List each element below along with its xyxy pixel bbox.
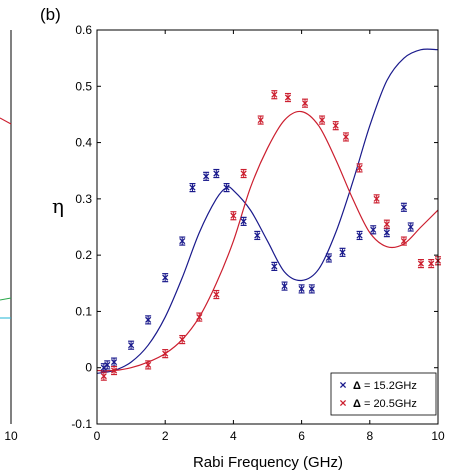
data-point-s1-8 [203,171,210,181]
data-point-s2-12 [301,98,309,108]
legend-entry-1: Δ = 15.2GHz [339,380,417,392]
x-tick-label-4: 4 [230,429,237,443]
data-point-s2-7 [230,211,237,221]
left-panel-green-line [0,297,12,301]
data-point-s1-13 [271,261,278,271]
data-point-s1-16 [308,284,315,294]
data-point-s1-19 [356,230,363,241]
data-point-s2-10 [271,90,278,100]
legend: Δ = 15.2GHz Δ = 20.5GHz [330,372,437,416]
data-point-s2-18 [383,219,390,229]
y-tick-label-0.6: 0.6 [75,23,92,37]
data-point-s1-2 [110,357,118,367]
data-point-s2-21 [428,258,435,269]
data-point-s2-3 [162,349,169,359]
data-point-s1-20 [370,225,377,235]
legend-marker-x-1 [339,381,347,389]
data-point-s1-7 [189,183,196,193]
y-tick-label-0.2: 0.2 [75,248,92,262]
fit-curve-1 [96,48,439,374]
data-point-s1-18 [339,247,346,257]
y-tick-label-0.5: 0.5 [75,79,92,93]
tick-labels: 0 2 4 6 8 10-0.100.10.20.30.40.50.6 [71,23,445,443]
data-point-s2-8 [240,168,247,179]
data-point-s1-12 [254,230,261,241]
data-point-s1-21 [383,228,390,238]
fit-curve-2 [96,110,439,372]
data-point-s1-10 [223,183,230,193]
legend-label-1: Δ = 15.2GHz [353,380,417,392]
fit-curves [96,48,439,374]
legend-entry-2: Δ = 20.5GHz [339,398,417,410]
x-tick-label-0: 0 [94,429,101,443]
left-panel-tick-label: 10 [4,429,18,443]
data-points [100,90,442,381]
x-tick-label-10: 10 [431,429,445,443]
data-point-s2-6 [213,289,220,300]
data-point-s2-9 [257,115,264,125]
data-point-s1-9 [213,168,220,179]
data-point-s1-23 [407,222,414,232]
data-point-s2-15 [342,132,349,142]
data-point-s1-22 [400,202,407,212]
data-point-s2-4 [179,334,186,345]
data-point-s1-15 [298,284,305,294]
data-point-s2-11 [284,92,292,103]
legend-marker-1 [339,381,347,389]
y-tick-label--0.1: -0.1 [71,417,92,431]
data-point-s1-0 [100,363,107,373]
data-point-s2-0 [100,371,107,381]
y-tick-label-0.1: 0.1 [75,304,92,318]
data-point-s1-11 [240,216,247,226]
panel-label: (b) [40,5,61,24]
y-tick-label-0.3: 0.3 [75,192,92,206]
legend-marker-2 [339,399,347,407]
data-point-s1-14 [281,281,288,291]
x-tick-label-2: 2 [162,429,169,443]
data-point-s2-2 [145,360,152,370]
data-point-s2-14 [332,121,339,131]
data-point-s1-17 [325,253,332,263]
legend-label-2: Δ = 20.5GHz [353,398,417,410]
x-axis-label: Rabi Frequency (GHz) [193,454,343,471]
left-panel-remnant: 10 [0,30,18,443]
x-tick-label-8: 8 [366,429,373,443]
data-point-s1-6 [179,236,186,246]
data-point-s1-5 [162,273,169,283]
y-tick-label-0.4: 0.4 [75,136,92,150]
data-point-s2-13 [319,115,326,125]
y-axis-label: η [52,194,64,218]
data-point-s1-3 [128,340,135,350]
data-point-s2-19 [400,236,407,246]
legend-marker-x-2 [339,399,347,407]
y-tick-label-0: 0 [85,361,92,375]
data-point-s2-16 [356,163,363,173]
data-point-s2-17 [373,194,380,204]
legend-box [330,372,437,416]
data-point-s1-4 [145,315,152,325]
data-point-s2-1 [110,365,118,376]
left-panel-red-line [0,117,12,125]
data-point-s2-5 [196,312,203,322]
plot-frame [96,29,439,425]
data-point-s2-20 [417,258,425,269]
x-tick-label-6: 6 [298,429,305,443]
data-point-s1-1 [104,360,111,370]
